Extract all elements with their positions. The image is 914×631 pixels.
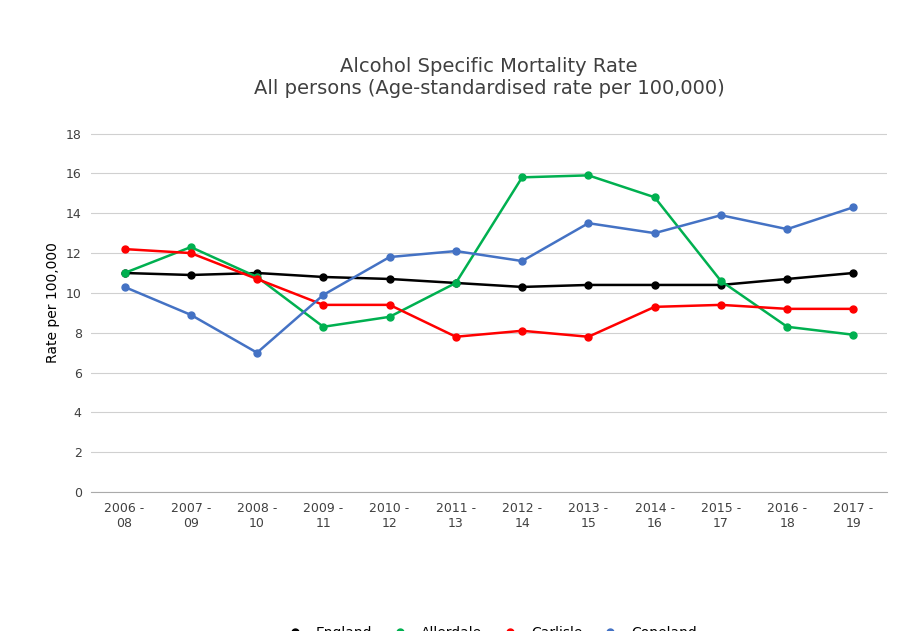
Carlisle bbox=[516, 327, 527, 334]
Carlisle bbox=[716, 301, 727, 309]
Line: Carlisle: Carlisle bbox=[121, 245, 857, 340]
England bbox=[716, 281, 727, 289]
England bbox=[583, 281, 594, 289]
Allerdale bbox=[318, 323, 329, 331]
Carlisle bbox=[119, 245, 130, 253]
Legend: England, Allerdale, Carlisle, Copeland: England, Allerdale, Carlisle, Copeland bbox=[276, 620, 702, 631]
Allerdale bbox=[716, 277, 727, 285]
Copeland bbox=[583, 220, 594, 227]
Carlisle bbox=[186, 249, 197, 257]
Copeland bbox=[451, 247, 462, 255]
Allerdale bbox=[186, 244, 197, 251]
Carlisle bbox=[451, 333, 462, 341]
Allerdale bbox=[251, 273, 262, 281]
Allerdale bbox=[848, 331, 859, 339]
Copeland bbox=[649, 229, 660, 237]
Carlisle bbox=[318, 301, 329, 309]
England bbox=[186, 271, 197, 279]
Copeland bbox=[716, 211, 727, 219]
Line: England: England bbox=[121, 269, 857, 290]
England bbox=[451, 279, 462, 286]
Copeland bbox=[251, 349, 262, 357]
Copeland bbox=[318, 291, 329, 298]
England bbox=[781, 275, 792, 283]
Copeland bbox=[848, 203, 859, 211]
Allerdale bbox=[516, 174, 527, 181]
Copeland bbox=[119, 283, 130, 291]
Allerdale bbox=[583, 172, 594, 179]
Title: Alcohol Specific Mortality Rate
All persons (Age-standardised rate per 100,000): Alcohol Specific Mortality Rate All pers… bbox=[253, 57, 725, 98]
Allerdale bbox=[451, 279, 462, 286]
Carlisle bbox=[848, 305, 859, 312]
England bbox=[318, 273, 329, 281]
England bbox=[384, 275, 395, 283]
Allerdale bbox=[649, 194, 660, 201]
England bbox=[516, 283, 527, 291]
Copeland bbox=[781, 225, 792, 233]
Copeland bbox=[384, 253, 395, 261]
Copeland bbox=[186, 311, 197, 319]
Copeland bbox=[516, 257, 527, 265]
Allerdale bbox=[119, 269, 130, 277]
Carlisle bbox=[781, 305, 792, 312]
Line: Allerdale: Allerdale bbox=[121, 172, 857, 338]
Carlisle bbox=[649, 303, 660, 310]
Y-axis label: Rate per 100,000: Rate per 100,000 bbox=[47, 242, 60, 363]
Carlisle bbox=[384, 301, 395, 309]
England bbox=[649, 281, 660, 289]
Allerdale bbox=[384, 313, 395, 321]
England bbox=[251, 269, 262, 277]
England bbox=[848, 269, 859, 277]
Carlisle bbox=[583, 333, 594, 341]
Allerdale bbox=[781, 323, 792, 331]
Carlisle bbox=[251, 275, 262, 283]
Line: Copeland: Copeland bbox=[121, 204, 857, 356]
England bbox=[119, 269, 130, 277]
